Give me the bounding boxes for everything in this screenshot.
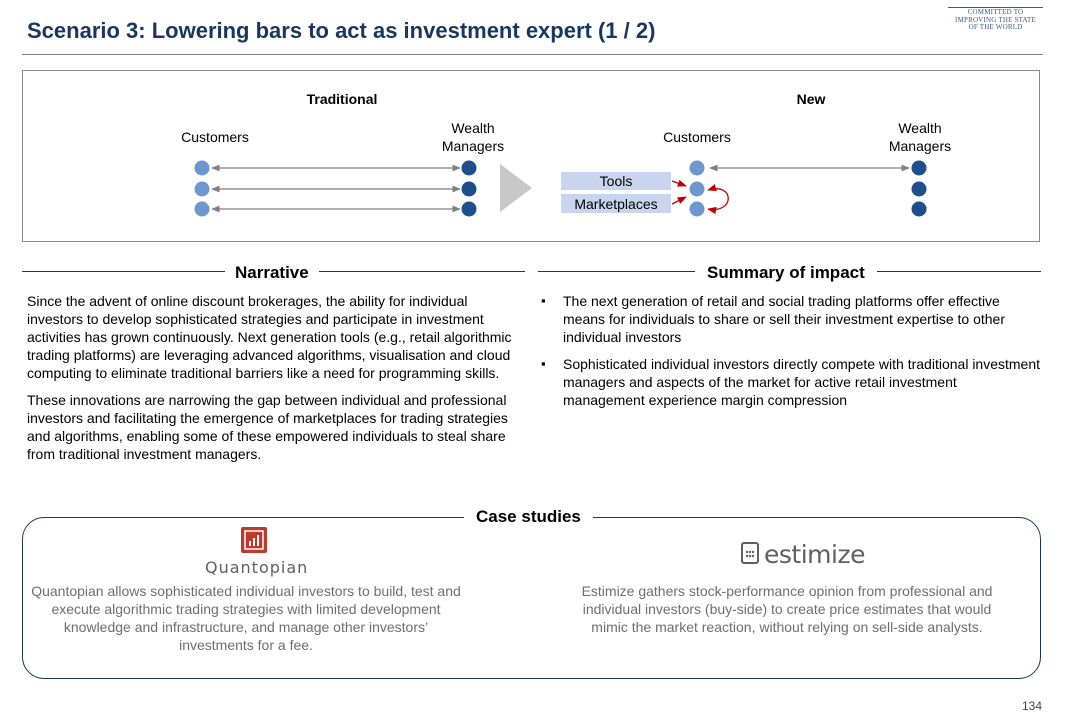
marketplaces-label: Marketplaces (574, 196, 657, 212)
traditional-wealth-label: Wealth (451, 120, 494, 136)
peer-red-arrow (707, 184, 729, 215)
chevron-right-icon (500, 164, 532, 212)
traditional-customers-label: Customers (181, 129, 249, 145)
logo-line-2: IMPROVING THE STATE (955, 15, 1036, 24)
wef-logo: COMMITTED TO IMPROVING THE STATE OF THE … (948, 7, 1043, 32)
new-manager-dots (911, 160, 927, 217)
traditional-managers-label: Managers (442, 138, 504, 154)
new-managers-label: Managers (889, 138, 951, 154)
manager-dot (911, 181, 927, 197)
new-heading: New (797, 91, 826, 107)
impact-heading: Summary of impact (695, 263, 877, 283)
customer-dot (194, 201, 210, 217)
traditional-customer-dots (194, 160, 210, 217)
title-divider (22, 54, 1043, 55)
new-customers-label: Customers (663, 129, 731, 145)
case-studies-heading: Case studies (464, 507, 593, 527)
traditional-manager-dots (461, 160, 477, 217)
impact-list: The next generation of retail and social… (537, 292, 1041, 409)
comparison-diagram: Traditional Customers Wealth Managers Ne… (181, 91, 951, 217)
manager-dot (461, 181, 477, 197)
marketplaces-box (561, 194, 671, 213)
customer-dot (194, 181, 210, 197)
diagram-frame (22, 70, 1040, 242)
new-customer-dots (689, 160, 705, 217)
estimize-logo-icon (741, 542, 759, 564)
traditional-arrows (211, 164, 461, 213)
tools-red-arrow (671, 179, 687, 187)
manager-dot (461, 201, 477, 217)
manager-dot (911, 201, 927, 217)
quantopian-description: Quantopian allows sophisticated individu… (31, 583, 461, 653)
logo-line-1: COMMITTED TO (948, 7, 1043, 17)
tools-label: Tools (600, 173, 633, 189)
impact-bullet-1: The next generation of retail and social… (537, 292, 1041, 346)
manager-dot (911, 160, 927, 176)
estimize-description: Estimize gathers stock-performance opini… (581, 583, 993, 635)
new-wealth-label: Wealth (898, 120, 941, 136)
customer-dot (194, 160, 210, 176)
impact-bullet-2: Sophisticated individual investors direc… (537, 355, 1041, 409)
manager-dot (461, 160, 477, 176)
customer-dot (689, 160, 705, 176)
page-number: 134 (1021, 699, 1042, 713)
customer-dot (689, 201, 705, 217)
page-title: Scenario 3: Lowering bars to act as inve… (27, 18, 656, 43)
estimize-logo-text: estimize (764, 540, 865, 569)
narrative-body: Since the advent of online discount brok… (27, 292, 527, 472)
marketplaces-red-arrow (671, 196, 687, 205)
tools-box (561, 172, 671, 190)
quantopian-logo-icon (241, 527, 267, 553)
impact-body: The next generation of retail and social… (537, 292, 1041, 418)
traditional-heading: Traditional (307, 91, 378, 107)
customer-dot (689, 181, 705, 197)
quantopian-logo-text: Quantopian (205, 558, 309, 577)
narrative-paragraph-1: Since the advent of online discount brok… (27, 293, 512, 381)
narrative-heading: Narrative (225, 263, 319, 283)
narrative-paragraph-2: These innovations are narrowing the gap … (27, 392, 508, 462)
logo-line-3: OF THE WORLD (968, 23, 1023, 31)
